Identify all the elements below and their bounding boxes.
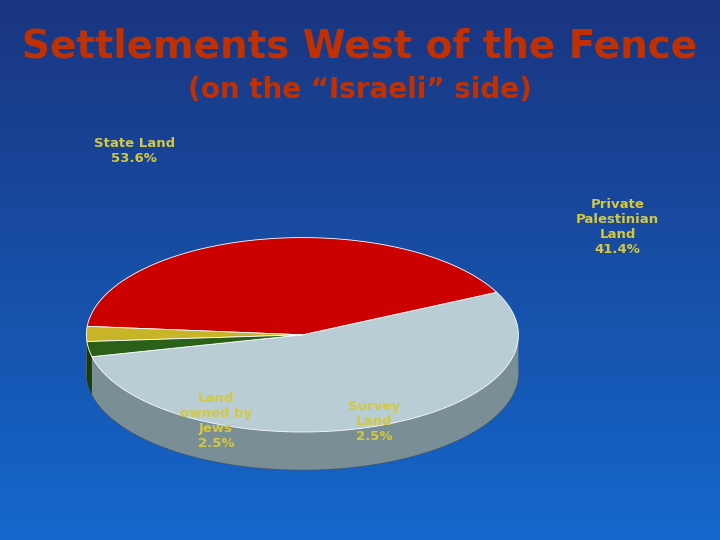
Polygon shape (92, 292, 518, 432)
Text: Survey
Land
2.5%: Survey Land 2.5% (348, 400, 400, 443)
Polygon shape (86, 275, 518, 470)
Polygon shape (87, 335, 302, 356)
Text: Land
owned by
Jews
2.5%: Land owned by Jews 2.5% (180, 392, 252, 450)
Polygon shape (87, 335, 302, 380)
Polygon shape (86, 326, 302, 342)
Polygon shape (92, 338, 518, 470)
Polygon shape (92, 335, 302, 394)
Polygon shape (87, 238, 497, 335)
Text: (on the “Israeli” side): (on the “Israeli” side) (188, 76, 532, 104)
Polygon shape (87, 342, 92, 394)
Polygon shape (87, 335, 302, 380)
Polygon shape (92, 335, 302, 394)
Text: State Land
53.6%: State Land 53.6% (94, 137, 175, 165)
Text: Private
Palestinian
Land
41.4%: Private Palestinian Land 41.4% (576, 198, 659, 256)
Text: Settlements West of the Fence: Settlements West of the Fence (22, 27, 698, 65)
